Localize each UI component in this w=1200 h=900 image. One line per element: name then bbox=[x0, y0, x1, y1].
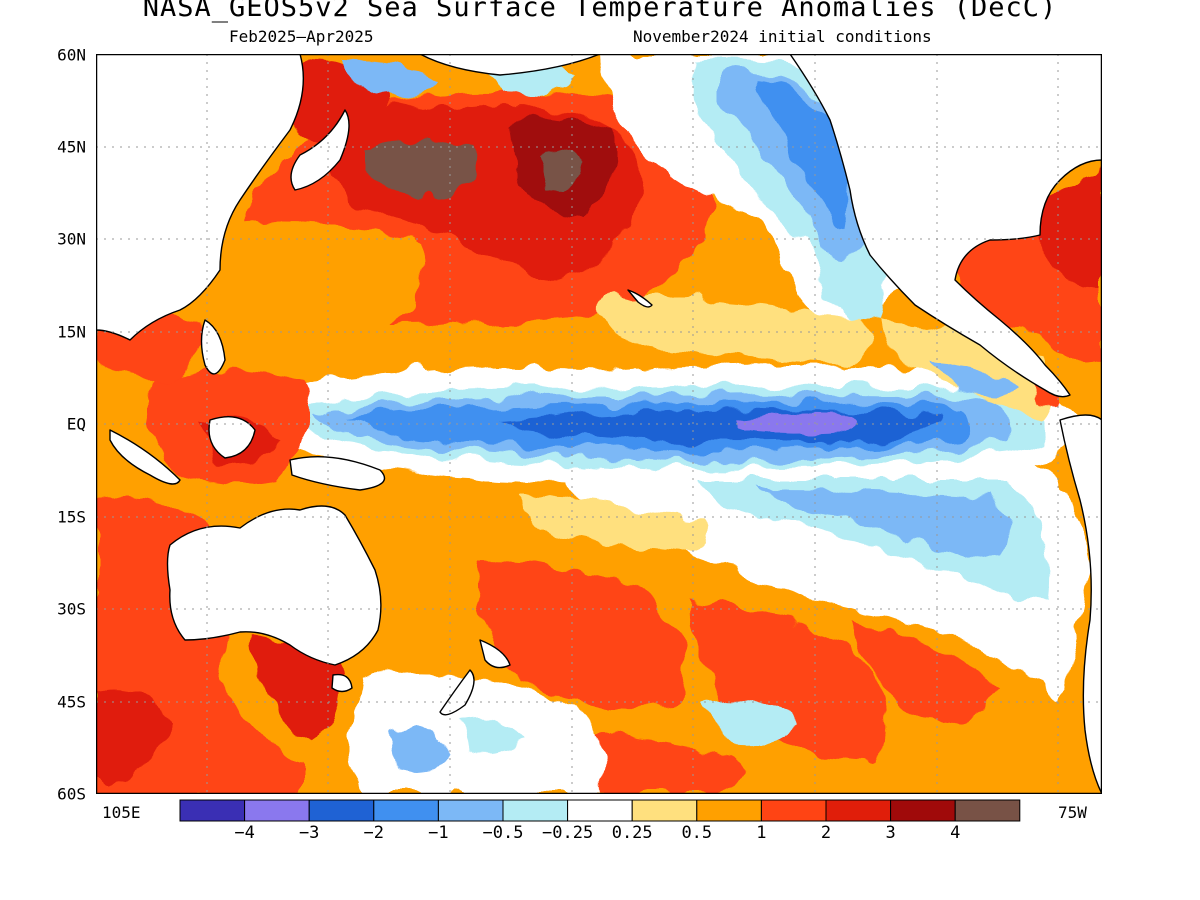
colorbar-swatch bbox=[954, 799, 1021, 822]
colorbar-tick-label: −2 bbox=[363, 823, 385, 843]
colorbar-tick-label: 0.25 bbox=[611, 823, 653, 843]
colorbar-swatch bbox=[437, 799, 504, 822]
lat-label-60s: 60S bbox=[57, 784, 86, 804]
colorbar-swatch bbox=[696, 799, 762, 822]
colorbar-swatch bbox=[825, 799, 892, 822]
colorbar-tick-label: 4 bbox=[950, 823, 961, 843]
lat-label-30n: 30N bbox=[57, 229, 86, 249]
subtitle-period: Feb2025–Apr2025 bbox=[229, 27, 374, 46]
colorbar-swatch bbox=[179, 799, 246, 822]
colorbar-tick-label: 2 bbox=[820, 823, 832, 843]
lat-label-eq: EQ bbox=[66, 414, 86, 434]
colorbar-swatch bbox=[244, 799, 310, 822]
lat-label-45n: 45N bbox=[57, 137, 86, 157]
lat-label-15n: 15N bbox=[57, 322, 86, 342]
lon-label-75w: 75W bbox=[1058, 803, 1087, 822]
lat-label-45s: 45S bbox=[57, 692, 86, 712]
colorbar-tick-label: −1 bbox=[428, 823, 449, 843]
colorbar-swatch bbox=[308, 799, 375, 822]
colorbar-swatch bbox=[373, 799, 439, 822]
colorbar-swatch bbox=[760, 799, 827, 822]
colorbar-swatch bbox=[890, 799, 956, 822]
lat-label-60n: 60N bbox=[57, 45, 86, 65]
colorbar-tick-label: 0.5 bbox=[681, 823, 713, 843]
colorbar-swatch bbox=[631, 799, 698, 822]
colorbar-swatch bbox=[567, 799, 633, 822]
colorbar-tick-label: −4 bbox=[234, 823, 255, 843]
colorbar-tick-label: −0.25 bbox=[542, 823, 594, 843]
subtitle-initial-conditions: November2024 initial conditions bbox=[633, 27, 932, 46]
lon-label-105e: 105E bbox=[102, 803, 141, 822]
colorbar-tick-label: −3 bbox=[298, 823, 320, 843]
lat-label-30s: 30S bbox=[57, 599, 86, 619]
colorbar-swatch bbox=[502, 799, 569, 822]
lat-label-15s: 15S bbox=[57, 507, 86, 527]
colorbar-tick-label: 3 bbox=[885, 823, 896, 843]
chart-title: NASA_GEOS5v2 Sea Surface Temperature Ano… bbox=[142, 0, 1058, 23]
colorbar-tick-label: 1 bbox=[756, 823, 767, 843]
sst-anomaly-map bbox=[96, 54, 1102, 794]
colorbar-tick-label: −0.5 bbox=[482, 823, 524, 843]
